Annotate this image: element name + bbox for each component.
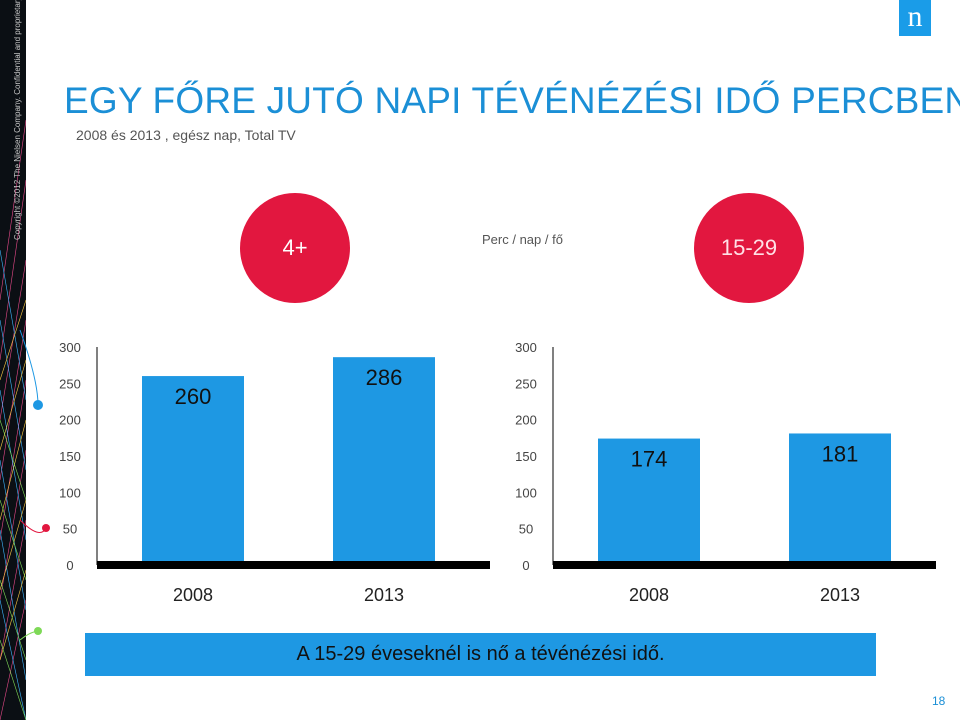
data-label: 286 (366, 365, 403, 390)
page-subtitle: 2008 és 2013 , egész nap, Total TV (76, 127, 296, 143)
bar-2013 (789, 433, 891, 565)
y-tick-label: 100 (515, 485, 537, 500)
y-tick-label: 200 (515, 413, 537, 428)
group-badge-4plus: 4+ (240, 193, 350, 303)
group-label-right: 15-29 (720, 235, 778, 260)
x-category-label: 2008 (173, 585, 213, 605)
nielsen-logo: n (899, 0, 931, 36)
y-tick-label: 200 (59, 413, 81, 428)
y-tick-label: 250 (59, 376, 81, 391)
data-label: 260 (175, 384, 212, 409)
data-label: 181 (822, 441, 859, 466)
y-tick-label: 300 (59, 340, 81, 355)
y-tick-label: 150 (59, 449, 81, 464)
bar-2013 (333, 357, 435, 565)
x-category-label: 2013 (364, 585, 404, 605)
conclusion-banner: A 15-29 éveseknél is nő a tévénézési idő… (85, 633, 876, 676)
page-number: 18 (932, 694, 946, 708)
y-tick-label: 150 (515, 449, 537, 464)
y-tick-label: 0 (522, 558, 529, 573)
x-axis-baseline (553, 561, 936, 569)
group-label-left: 4+ (282, 235, 308, 260)
y-tick-label: 300 (515, 340, 537, 355)
conclusion-text: A 15-29 éveseknél is nő a tévénézési idő… (296, 643, 665, 665)
y-tick-label: 50 (63, 522, 77, 537)
bar-2008 (598, 438, 700, 565)
y-tick-label: 50 (519, 522, 533, 537)
sidebar-pattern (0, 119, 26, 720)
y-tick-label: 100 (59, 485, 81, 500)
data-label: 174 (631, 447, 668, 472)
bar-2008 (142, 376, 244, 565)
x-category-label: 2013 (820, 585, 860, 605)
y-tick-label: 0 (66, 558, 73, 573)
x-axis-baseline (97, 561, 490, 569)
x-category-label: 2008 (629, 585, 669, 605)
unit-label: Perc / nap / fő (482, 232, 563, 247)
page-title: EGY FŐRE JUTÓ NAPI TÉVÉNÉZÉSI IDŐ PERCBE… (64, 80, 960, 121)
y-tick-label: 250 (515, 376, 537, 391)
group-badge-15-29: 15-29 (694, 193, 804, 303)
